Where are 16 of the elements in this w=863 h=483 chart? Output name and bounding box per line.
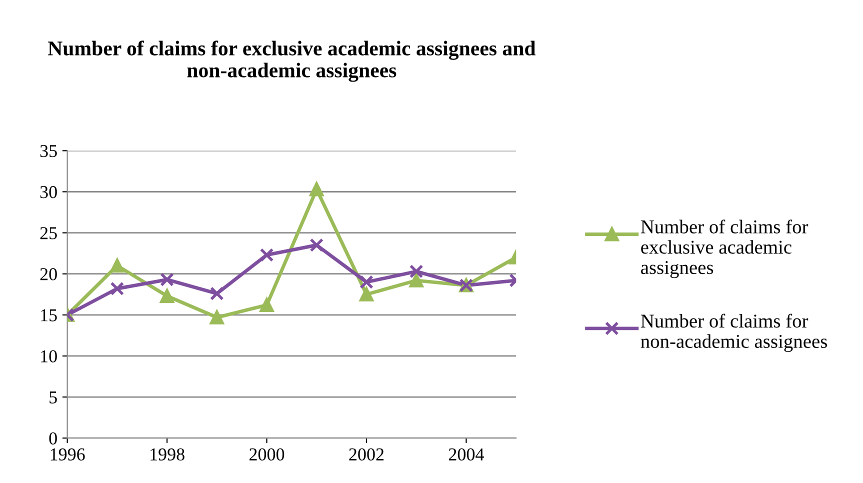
x-tick-label: 1998 [150, 448, 184, 461]
legend-label: Number of claims for non-academic assignees [640, 314, 827, 352]
x-tick-label: 2000 [250, 448, 284, 461]
y-tick-label: 0 [49, 432, 57, 445]
y-tick-label: 5 [50, 391, 57, 404]
x-tick-label: 2004 [448, 448, 484, 461]
x-tick-label: 2002 [349, 448, 384, 461]
y-tick-label: 20 [40, 268, 57, 280]
y-tick-label: 15 [41, 309, 57, 322]
y-tick-label: 25 [40, 227, 57, 240]
y-tick-label: 10 [41, 350, 57, 362]
y-tick-label: 30 [40, 186, 57, 198]
chart-title: Number of claims for exclusive academic assignees and non-academic assignees [48, 40, 536, 82]
y-tick-label: 35 [40, 145, 57, 158]
legend-label: Number of claims for exclusive academic assignees [640, 220, 808, 278]
x-tick-label: 1996 [50, 448, 85, 461]
